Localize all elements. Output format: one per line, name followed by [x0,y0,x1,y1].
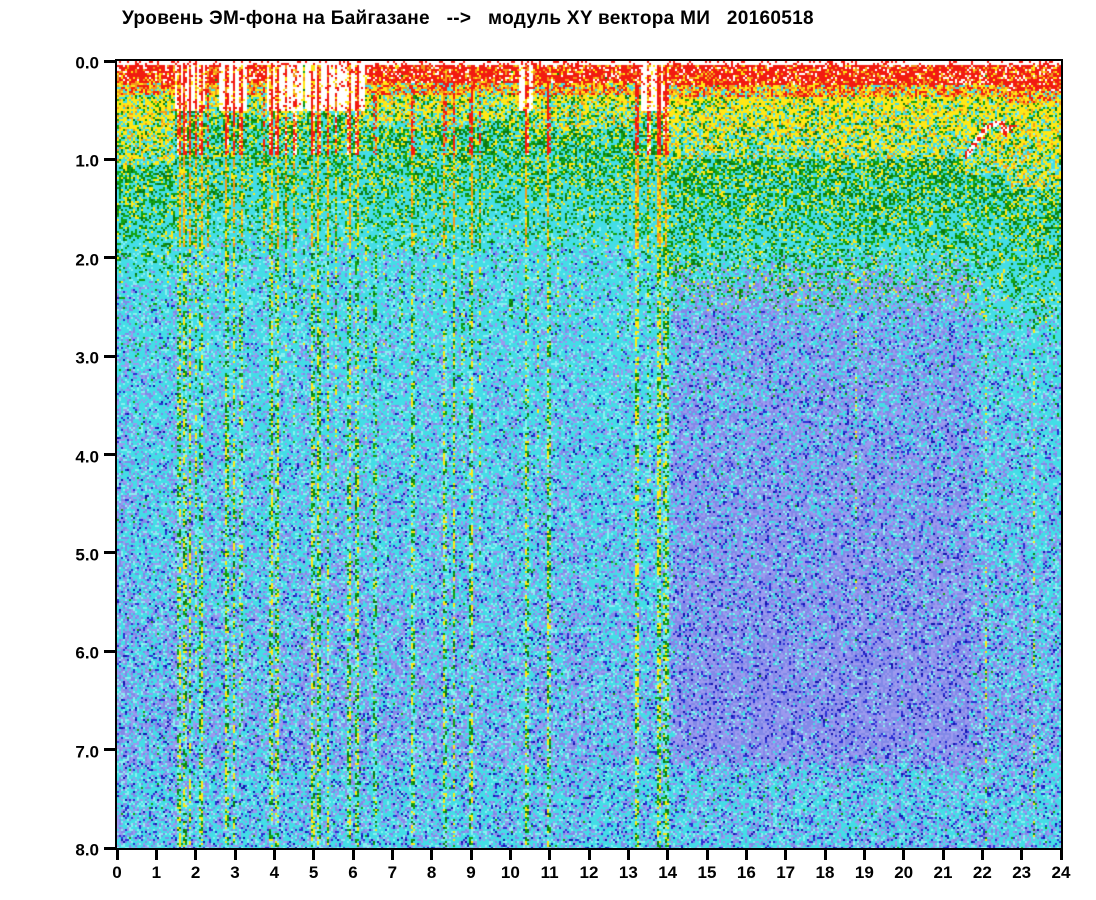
x-tick-mark [548,850,552,860]
y-tick-mark [104,256,115,260]
x-tick-label: 9 [466,863,476,882]
x-tick-mark [430,850,434,860]
x-tick-label: 7 [387,863,398,882]
x-tick-mark [626,850,630,860]
x-tick-mark [823,850,827,860]
x-tick-mark [351,850,355,860]
x-tick-mark [1020,850,1024,860]
x-tick-label: 11 [540,863,559,882]
x-tick-label: 10 [500,863,520,882]
x-tick-mark [784,850,788,860]
x-tick-label: 15 [697,863,717,882]
x-tick-label: 2 [190,863,201,882]
x-tick-label: 23 [1012,863,1032,882]
x-tick-label: 6 [348,863,358,882]
y-tick-label: 3.0 [75,348,99,368]
x-tick-mark [154,850,158,860]
x-tick-mark [115,850,119,860]
x-tick-mark [233,850,237,860]
x-tick-label: 17 [776,863,796,882]
x-tick-label: 3 [230,863,240,882]
x-tick-label: 8 [426,863,437,882]
y-tick-label: 4.0 [75,447,99,466]
x-tick-mark [390,850,394,860]
x-tick-label: 13 [618,863,638,882]
spectrogram-canvas [117,61,1061,848]
x-tick-label: 18 [815,863,835,882]
x-tick-mark [902,850,906,860]
x-tick-mark [272,850,276,860]
x-tick-mark [666,850,670,860]
x-tick-mark [469,850,473,860]
y-tick-mark [104,551,115,555]
x-tick-mark [862,850,866,860]
x-tick-mark [980,850,984,860]
y-tick-label: 8.0 [75,840,99,860]
x-tick-label: 12 [579,863,599,882]
y-tick-mark [104,354,115,358]
x-tick-mark [705,850,709,860]
x-tick-label: 4 [269,863,280,882]
x-tick-mark [587,850,591,860]
y-tick-label: 7.0 [75,742,99,762]
x-tick-mark [1059,850,1063,860]
x-tick-mark [312,850,316,860]
y-tick-label: 1.0 [75,151,99,171]
y-tick-mark [104,453,115,456]
x-tick-label: 16 [736,863,756,882]
x-tick-mark [744,850,748,860]
y-tick-mark [104,157,115,161]
x-tick-label: 5 [308,863,319,882]
x-tick-mark [508,850,512,860]
y-tick-label: 6.0 [75,643,99,663]
x-tick-mark [941,850,945,860]
x-tick-label: 22 [972,863,992,882]
x-tick-label: 14 [658,863,678,882]
y-tick-label: 0.0 [75,53,99,73]
x-tick-label: 1 [151,863,162,882]
x-tick-label: 0 [112,863,122,882]
y-tick-mark [104,846,115,850]
y-tick-mark [104,59,115,63]
x-tick-label: 24 [1051,863,1071,882]
x-tick-mark [194,850,198,860]
plot-area [115,59,1063,850]
x-tick-label: 19 [854,863,874,882]
chart-title: Уровень ЭМ-фона на Байгазане --> модуль … [122,8,814,29]
x-tick-label: 21 [933,863,953,882]
x-tick-label: 20 [894,863,914,882]
y-tick-label: 2.0 [75,250,99,270]
y-tick-mark [104,748,115,752]
y-tick-label: 5.0 [75,545,99,565]
y-tick-mark [104,649,115,653]
